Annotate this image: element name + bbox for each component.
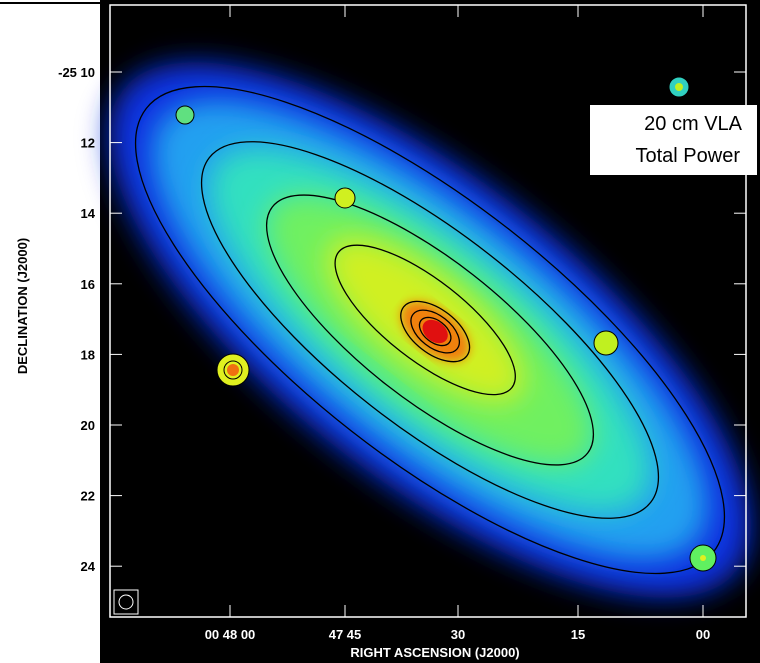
x-axis-title: RIGHT ASCENSION (J2000) <box>350 645 519 660</box>
y-tick-label: 18 <box>81 347 95 362</box>
x-tick-label: 00 <box>696 627 710 642</box>
x-tick-label: 15 <box>571 627 585 642</box>
y-tick-label: 20 <box>81 418 95 433</box>
y-axis-title: DECLINATION (J2000) <box>15 238 30 374</box>
x-tick-label: 00 48 00 <box>205 627 256 642</box>
x-tick-label: 47 45 <box>329 627 362 642</box>
y-tick-label: 22 <box>81 489 95 504</box>
annotation: 20 cm VLA <box>644 113 742 135</box>
annotation: Total Power <box>636 145 741 167</box>
y-tick-label: 12 <box>81 136 95 151</box>
y-tick-label: 14 <box>81 206 96 221</box>
page: 20 cm VLA Total Power DECLINATION (J2000… <box>0 0 760 663</box>
radio-map: 20 cm VLA Total Power DECLINATION (J2000… <box>0 0 760 663</box>
y-tick-label: 16 <box>81 277 95 292</box>
y-tick-label: -25 10 <box>58 65 95 80</box>
y-tick-label: 24 <box>81 559 96 574</box>
x-tick-label: 30 <box>451 627 465 642</box>
